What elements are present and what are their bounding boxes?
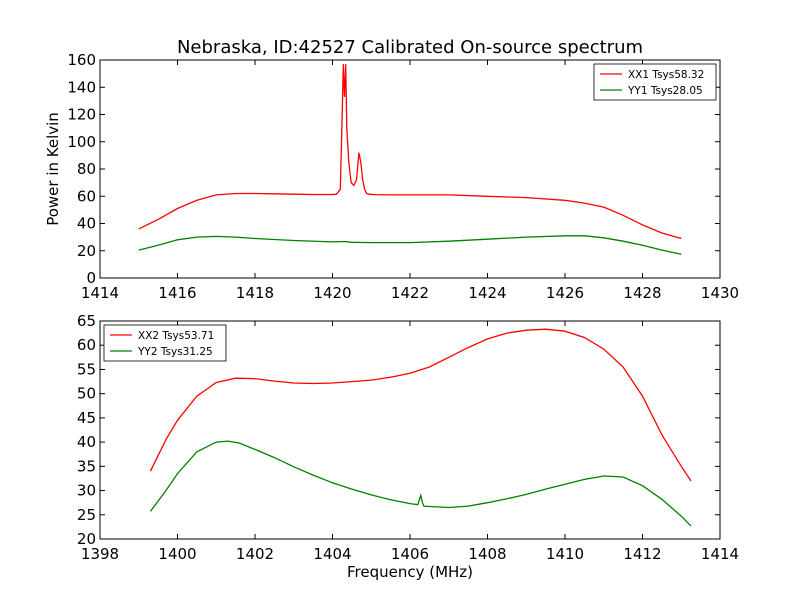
- y-tick-label: 140: [67, 78, 96, 96]
- series-line-2-2: [149, 440, 692, 527]
- x-tick-label: 1418: [236, 284, 274, 302]
- y-tick-label: 100: [67, 133, 96, 151]
- y-tick-label: 35: [77, 457, 96, 475]
- x-tick-label: 1408: [468, 545, 506, 563]
- legend-label: YY1 Tsys28.05: [627, 85, 703, 97]
- x-tick-label: 1414: [81, 284, 119, 302]
- legend-label: YY2 Tsys31.25: [137, 346, 213, 358]
- series-line-1-1: [138, 64, 682, 240]
- y-tick-label: 80: [77, 160, 96, 178]
- y-tick-label: 25: [77, 506, 96, 524]
- y-tick-label: 30: [77, 482, 96, 500]
- figure-title: Nebraska, ID:42527 Calibrated On-source …: [177, 37, 643, 58]
- y-tick-label: 50: [77, 385, 96, 403]
- x-tick-label: 1428: [623, 284, 661, 302]
- y-tick-label: 40: [77, 215, 96, 233]
- x-tick-label: 1420: [313, 284, 351, 302]
- y-tick-label: 45: [77, 409, 96, 427]
- x-axis-label: Frequency (MHz): [347, 563, 473, 581]
- x-tick-label: 1426: [546, 284, 584, 302]
- y-tick-label: 120: [67, 106, 96, 124]
- top-plot: 1414 1416 1418 1420 1422 1424 1426 1428 1430 0 20 4…: [67, 51, 739, 302]
- y-tick-label: 20: [77, 530, 96, 548]
- x-tick-label: 1410: [546, 545, 584, 563]
- x-tick-label: 1400: [158, 545, 196, 563]
- y-tick-label: 20: [77, 242, 96, 260]
- y-tick-label: 40: [77, 433, 96, 451]
- legend-label: XX1 Tsys58.32: [628, 69, 704, 81]
- y-tick-label: 60: [77, 187, 96, 205]
- bottom-plot: 1398 1400 1402 1404 1406 1408 1410 1412 1414 20 25…: [77, 312, 739, 563]
- x-tick-label: 1422: [391, 284, 429, 302]
- series-line-2-1: [149, 328, 692, 482]
- legend-box: [103, 324, 227, 362]
- x-tick-label: 1430: [701, 284, 739, 302]
- x-tick-label: 1402: [236, 545, 274, 563]
- y-tick-label: 65: [77, 312, 96, 330]
- y-tick-label: 160: [67, 51, 96, 69]
- x-tick-label: 1412: [623, 545, 661, 563]
- x-tick-label: 1414: [701, 545, 739, 563]
- x-tick-label: 1416: [158, 284, 196, 302]
- y-tick-label: 55: [77, 360, 96, 378]
- x-tick-label: 1424: [468, 284, 506, 302]
- y-tick-label: 60: [77, 336, 96, 354]
- y-tick-label: 0: [86, 269, 96, 287]
- series-line-1-2: [138, 235, 682, 255]
- legend-box: [593, 63, 717, 101]
- y-axis-label: Power in Kelvin: [44, 112, 62, 226]
- x-tick-label: 1398: [81, 545, 119, 563]
- legend-label: XX2 Tsys53.71: [138, 330, 214, 342]
- x-tick-label: 1404: [313, 545, 351, 563]
- x-tick-label: 1406: [391, 545, 429, 563]
